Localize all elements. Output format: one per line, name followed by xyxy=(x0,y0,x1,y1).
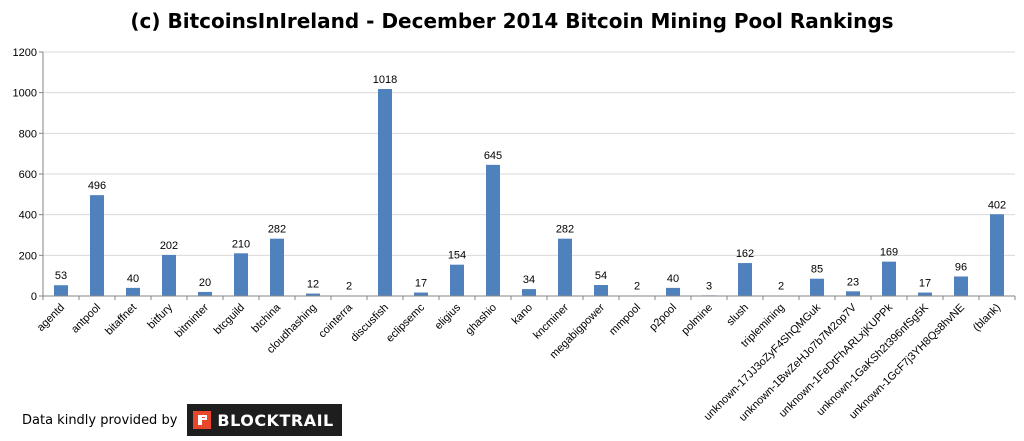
data-label: 202 xyxy=(160,240,178,252)
bar xyxy=(990,214,1004,296)
category-label: eligius xyxy=(433,301,464,332)
data-label: 645 xyxy=(484,150,502,162)
data-label: 169 xyxy=(880,247,898,259)
category-label: ghashio xyxy=(463,302,499,338)
data-label: 40 xyxy=(667,273,679,285)
category-label: btcguild xyxy=(212,302,247,337)
data-labels: 53 496 40 202 20 210 282 12 2 1018 17 154 645 34 282 54… xyxy=(55,74,1006,293)
bar xyxy=(126,287,140,296)
y-tick-label: 1000 xyxy=(13,88,37,100)
bar xyxy=(90,195,104,296)
bar xyxy=(450,264,464,296)
data-credit: Data kindly provided by xyxy=(22,412,178,428)
y-tick-label: 0 xyxy=(31,291,37,303)
category-label: antpool xyxy=(69,302,103,336)
data-label: 12 xyxy=(307,279,319,291)
bar xyxy=(810,278,824,296)
category-label: eclipsemc xyxy=(384,301,427,344)
data-label: 85 xyxy=(811,264,823,276)
bar xyxy=(306,293,320,296)
category-label: kano xyxy=(510,302,535,327)
axes xyxy=(39,51,1016,300)
y-tick-label: 600 xyxy=(19,169,37,181)
data-label: 2 xyxy=(634,281,640,293)
data-label: 34 xyxy=(523,274,535,286)
bar xyxy=(54,285,68,296)
bar xyxy=(234,253,248,296)
data-label: 53 xyxy=(55,270,67,282)
bar xyxy=(558,238,572,296)
bar xyxy=(270,238,284,296)
data-label: 17 xyxy=(919,278,931,290)
data-label: 3 xyxy=(706,280,712,292)
category-label: btchina xyxy=(250,301,284,335)
data-label: 20 xyxy=(199,277,211,289)
blocktrail-logo-text: BLOCKTRAIL xyxy=(217,410,334,430)
y-tick-label: 800 xyxy=(19,128,37,140)
data-label: 54 xyxy=(595,270,607,282)
y-tick-label: 400 xyxy=(19,210,37,222)
data-label: 2 xyxy=(778,281,784,293)
category-label: agentd xyxy=(35,302,67,334)
y-tick-label: 1200 xyxy=(13,47,37,59)
bar xyxy=(162,254,176,296)
data-label: 96 xyxy=(955,261,967,273)
data-label: 154 xyxy=(448,250,466,262)
chart-title: (c) BitcoinsInIreland - December 2014 Bi… xyxy=(130,9,893,33)
category-label: p2pool xyxy=(647,302,679,334)
category-label: slush xyxy=(724,302,751,329)
data-label: 1018 xyxy=(373,74,397,86)
data-label: 23 xyxy=(847,276,859,288)
bar xyxy=(738,263,752,296)
bar xyxy=(522,289,536,296)
data-label: 210 xyxy=(232,238,250,250)
data-label: 496 xyxy=(88,180,106,192)
data-label: 2 xyxy=(346,281,352,293)
blocktrail-logo: BLOCKTRAIL xyxy=(187,404,342,436)
data-label: 282 xyxy=(556,224,574,236)
bar xyxy=(486,164,500,296)
category-label: bitminter xyxy=(173,301,212,340)
blocktrail-logo-icon xyxy=(193,411,212,429)
bar xyxy=(954,276,968,296)
data-label: 40 xyxy=(127,273,139,285)
y-axis-ticks: 0 200 400 600 800 1000 1200 xyxy=(13,47,37,303)
y-tick-label: 200 xyxy=(19,250,37,262)
data-label: 282 xyxy=(268,224,286,236)
bars xyxy=(54,89,1004,297)
category-label: mmpool xyxy=(607,302,643,338)
data-label: 402 xyxy=(988,199,1006,211)
category-label: polmine xyxy=(679,302,715,338)
data-label: 17 xyxy=(415,278,427,290)
gridlines xyxy=(43,51,1015,256)
data-label: 162 xyxy=(736,248,754,260)
bar xyxy=(666,287,680,296)
footer: Data kindly provided by BLOCKTRAIL xyxy=(22,404,342,436)
bar xyxy=(414,292,428,296)
bar xyxy=(378,89,392,296)
bar xyxy=(846,291,860,296)
bar xyxy=(594,285,608,296)
category-label: bitfury xyxy=(145,301,175,331)
bar xyxy=(882,261,896,296)
bar xyxy=(198,291,212,296)
category-label: (blank) xyxy=(971,302,1003,334)
category-label: bitaffnet xyxy=(103,302,139,338)
bar xyxy=(918,292,932,296)
